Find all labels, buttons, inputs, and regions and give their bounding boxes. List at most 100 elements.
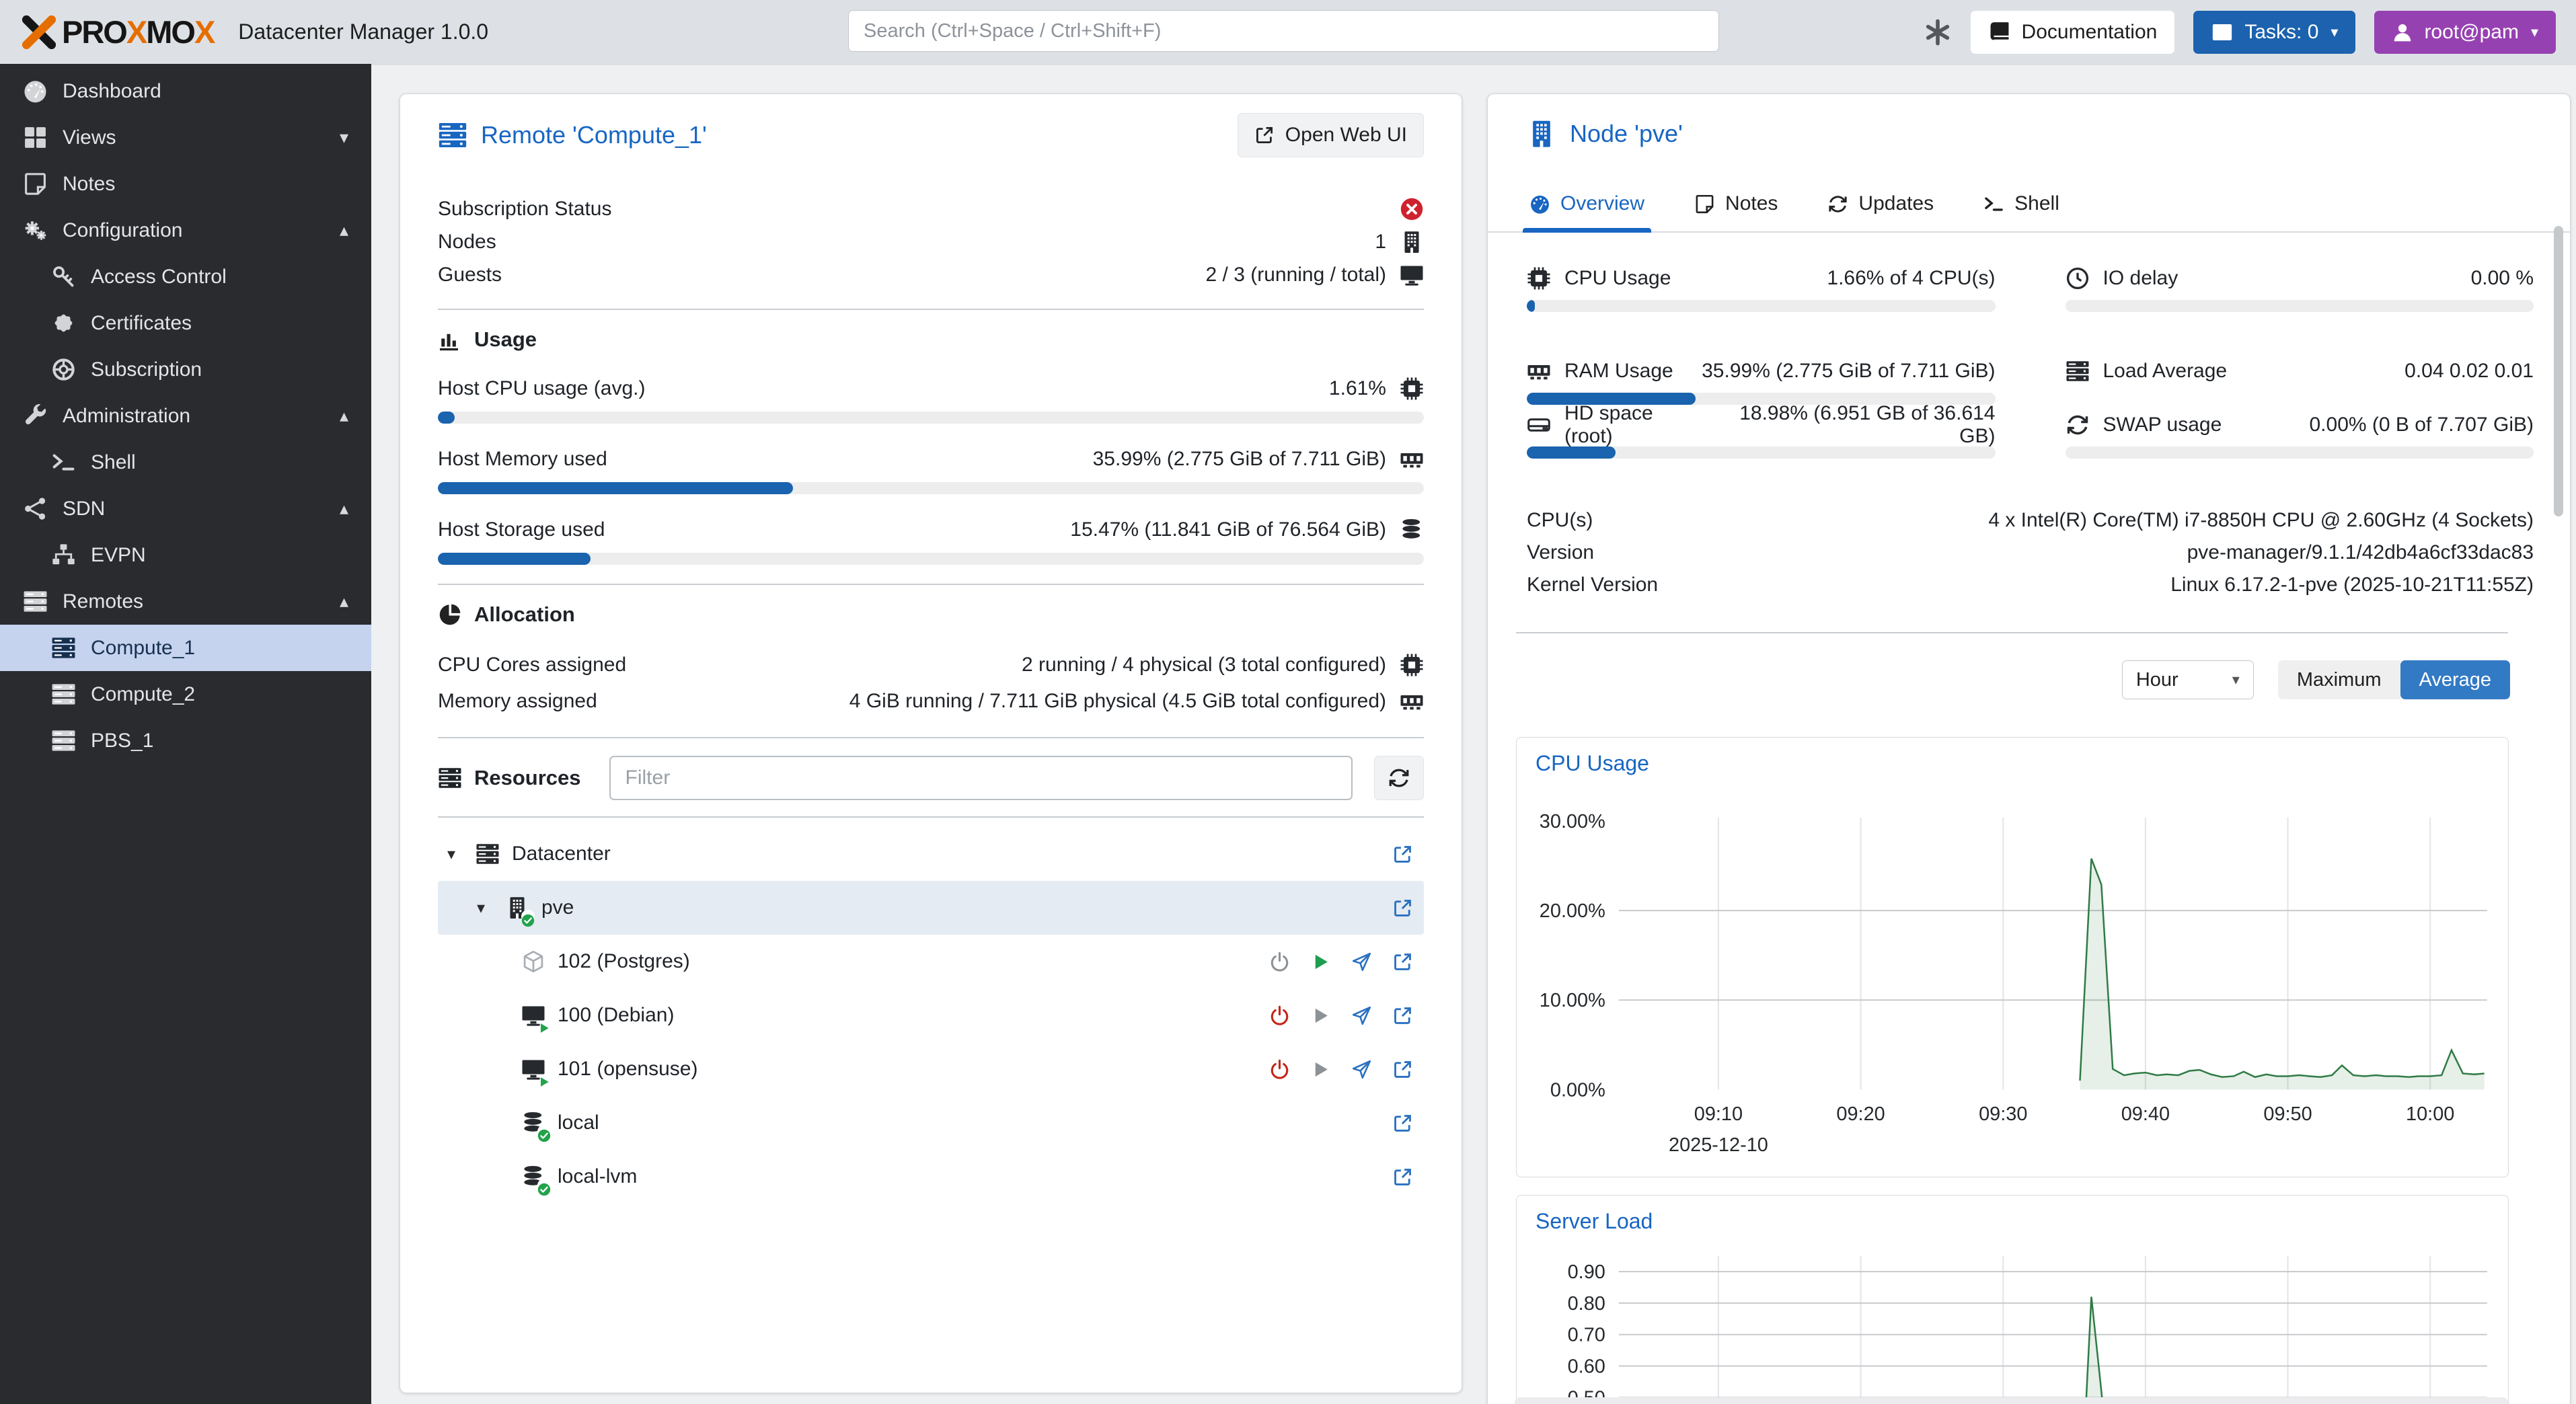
user-menu-button[interactable]: root@pam ▾ [2374,10,2556,54]
host-storage-row: Host Storage used 15.47% (11.841 GiB of … [438,513,1424,546]
sidebar-item-evpn[interactable]: EVPN [0,532,371,578]
host-cpu-value: 1.61% [1328,377,1386,399]
maximum-button[interactable]: Maximum [2277,660,2400,699]
subscription-status-row: Subscription Status [438,192,1424,225]
divider [438,737,1424,738]
sidebar-item-label: SDN [63,497,106,520]
migrate-send-icon[interactable] [1351,1005,1372,1026]
tree-row-vm-100[interactable]: 100 (Debian) [438,988,1424,1042]
sidebar-item-administration[interactable]: Administration ▴ [0,393,371,439]
cpu-icon [1400,653,1424,677]
resources-tree: ▾ Datacenter ▾ pve 102 (Postgres) 100 (D… [438,827,1424,1204]
tree-row-storage-local-lvm[interactable]: local-lvm [438,1150,1424,1204]
tab-updates[interactable]: Updates [1825,182,1936,231]
version-label: Version [1527,541,1595,563]
tree-row-label: 102 (Postgres) [558,950,690,972]
note-icon [1694,194,1715,214]
server-icon [476,842,500,866]
tasks-button[interactable]: Tasks: 0 ▾ [2193,10,2356,54]
caret-down-icon[interactable]: ▾ [447,845,456,863]
kernel-version-label: Kernel Version [1527,574,1659,596]
migrate-send-icon[interactable] [1351,951,1372,972]
nodes-value: 1 [1375,230,1386,253]
swap-usage-label: SWAP usage [2103,414,2222,436]
host-memory-value: 35.99% (2.775 GiB of 7.711 GiB) [1092,447,1386,470]
sidebar-item-label: Compute_2 [91,682,196,705]
host-storage-progress [438,553,1424,565]
open-external-icon[interactable] [1392,1113,1413,1134]
running-play-icon [537,1017,551,1031]
host-memory-row: Host Memory used 35.99% (2.775 GiB of 7.… [438,442,1424,475]
power-icon[interactable] [1269,1005,1290,1026]
host-storage-value: 15.47% (11.841 GiB of 76.564 GiB) [1070,518,1386,541]
sidebar-item-label: Administration [63,404,191,427]
vertical-scrollbar[interactable] [2551,98,2565,1404]
sidebar-item-dashboard[interactable]: Dashboard [0,68,371,114]
open-external-icon[interactable] [1392,1059,1413,1080]
load-average-label: Load Average [2103,360,2228,382]
monitor-icon [1400,263,1424,287]
refresh-button[interactable] [1374,756,1424,800]
memory-icon [1400,689,1424,713]
open-external-icon[interactable] [1392,951,1413,972]
server-icon [51,635,76,660]
open-external-icon[interactable] [1392,1005,1413,1026]
memory-icon [1400,447,1424,471]
sidebar-item-certificates[interactable]: Certificates [0,300,371,346]
open-external-icon[interactable] [1392,898,1413,919]
play-icon[interactable] [1310,951,1331,972]
tree-row-datacenter[interactable]: ▾ Datacenter [438,827,1424,881]
play-icon[interactable] [1310,1005,1331,1026]
sidebar-item-compute-2[interactable]: Compute_2 [0,671,371,717]
online-check-icon [537,1179,551,1192]
tab-overview[interactable]: Overview [1522,182,1652,233]
timeframe-select[interactable]: Hour ▾ [2121,660,2254,699]
key-icon [51,264,76,289]
gears-icon [23,218,48,243]
sidebar-item-pbs-1[interactable]: PBS_1 [0,717,371,764]
play-icon[interactable] [1310,1059,1331,1080]
asterisk-icon[interactable] [1924,18,1952,46]
sidebar-item-remotes[interactable]: Remotes ▴ [0,578,371,625]
memory-assigned-row: Memory assigned 4 GiB running / 7.711 Gi… [438,683,1424,719]
tree-row-ct-102[interactable]: 102 (Postgres) [438,935,1424,988]
tree-row-label: local [558,1112,599,1134]
sidebar-item-compute-1[interactable]: Compute_1 [0,625,371,671]
tree-row-vm-101[interactable]: 101 (opensuse) [438,1042,1424,1096]
open-external-icon[interactable] [1392,1167,1413,1187]
list-icon [2211,21,2234,44]
power-icon[interactable] [1269,951,1290,972]
cpu-cores-row: CPU Cores assigned 2 running / 4 physica… [438,647,1424,683]
tab-shell[interactable]: Shell [1981,182,2062,231]
sidebar-item-configuration[interactable]: Configuration ▴ [0,207,371,254]
tree-row-storage-local[interactable]: local [438,1096,1424,1150]
migrate-send-icon[interactable] [1351,1059,1372,1080]
power-icon[interactable] [1269,1059,1290,1080]
scrollbar-thumb[interactable] [2554,226,2563,516]
svg-text:09:10: 09:10 [1694,1103,1743,1125]
tab-notes[interactable]: Notes [1692,182,1780,231]
documentation-button[interactable]: Documentation [1970,10,2175,54]
sidebar-item-subscription[interactable]: Subscription [0,346,371,393]
average-button[interactable]: Average [2400,660,2510,699]
sidebar-item-access-control[interactable]: Access Control [0,254,371,300]
chevron-down-icon: ▾ [2331,23,2339,40]
sidebar-item-sdn[interactable]: SDN ▴ [0,485,371,532]
tree-row-pve[interactable]: ▾ pve [438,881,1424,935]
sidebar-item-shell[interactable]: Shell [0,439,371,485]
server-icon [438,120,467,150]
open-web-ui-button[interactable]: Open Web UI [1237,113,1424,157]
cpu-usage-value: 1.66% of 4 CPU(s) [1827,267,1996,289]
svg-text:0.70: 0.70 [1568,1325,1605,1346]
sidebar-item-views[interactable]: Views ▾ [0,114,371,161]
caret-down-icon[interactable]: ▾ [477,898,486,917]
resources-filter-input[interactable] [609,756,1353,800]
open-external-icon[interactable] [1392,844,1413,865]
cpu-usage-stat: CPU Usage 1.66% of 4 CPU(s) RAM Usage 35… [1527,262,1996,463]
horizontal-scrollbar[interactable] [1515,1397,2508,1404]
io-delay-stat: IO delay 0.00 % Load Average 0.04 0.02 0… [2065,262,2534,463]
search-input[interactable] [848,10,1719,52]
sidebar-item-notes[interactable]: Notes [0,161,371,207]
gauge-icon [23,79,48,104]
svg-text:10:00: 10:00 [2406,1103,2454,1125]
